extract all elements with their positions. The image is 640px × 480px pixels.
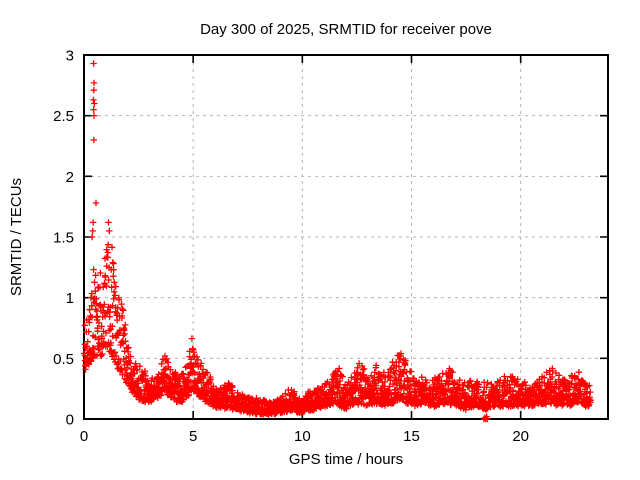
x-tick-label: 15: [403, 428, 420, 445]
y-tick-label: 1.5: [53, 230, 74, 247]
y-tick-label: 3: [66, 48, 74, 65]
x-axis-label: GPS time / hours: [289, 451, 403, 468]
y-tick-label: 0.5: [53, 351, 74, 368]
y-tick-labels: 0 0.5 1 1.5 2 2.5 3: [53, 48, 74, 429]
y-tick-label: 2: [66, 169, 74, 186]
x-tick-label: 20: [512, 428, 529, 445]
x-tick-label: 5: [189, 428, 197, 445]
chart-title: Day 300 of 2025, SRMTID for receiver pov…: [200, 21, 492, 38]
y-tick-label: 1: [66, 290, 74, 307]
y-tick-label: 0: [66, 412, 74, 429]
axis-ticks: [83, 54, 608, 420]
y-axis-label: SRMTID / TECUs: [8, 178, 25, 296]
grid-lines: [84, 55, 608, 419]
y-tick-label: 2.5: [53, 108, 74, 125]
x-tick-label: 10: [294, 428, 311, 445]
x-tick-label: 0: [80, 428, 88, 445]
scatter-points: [80, 60, 594, 423]
x-tick-labels: 0 5 10 15 20: [80, 428, 529, 445]
